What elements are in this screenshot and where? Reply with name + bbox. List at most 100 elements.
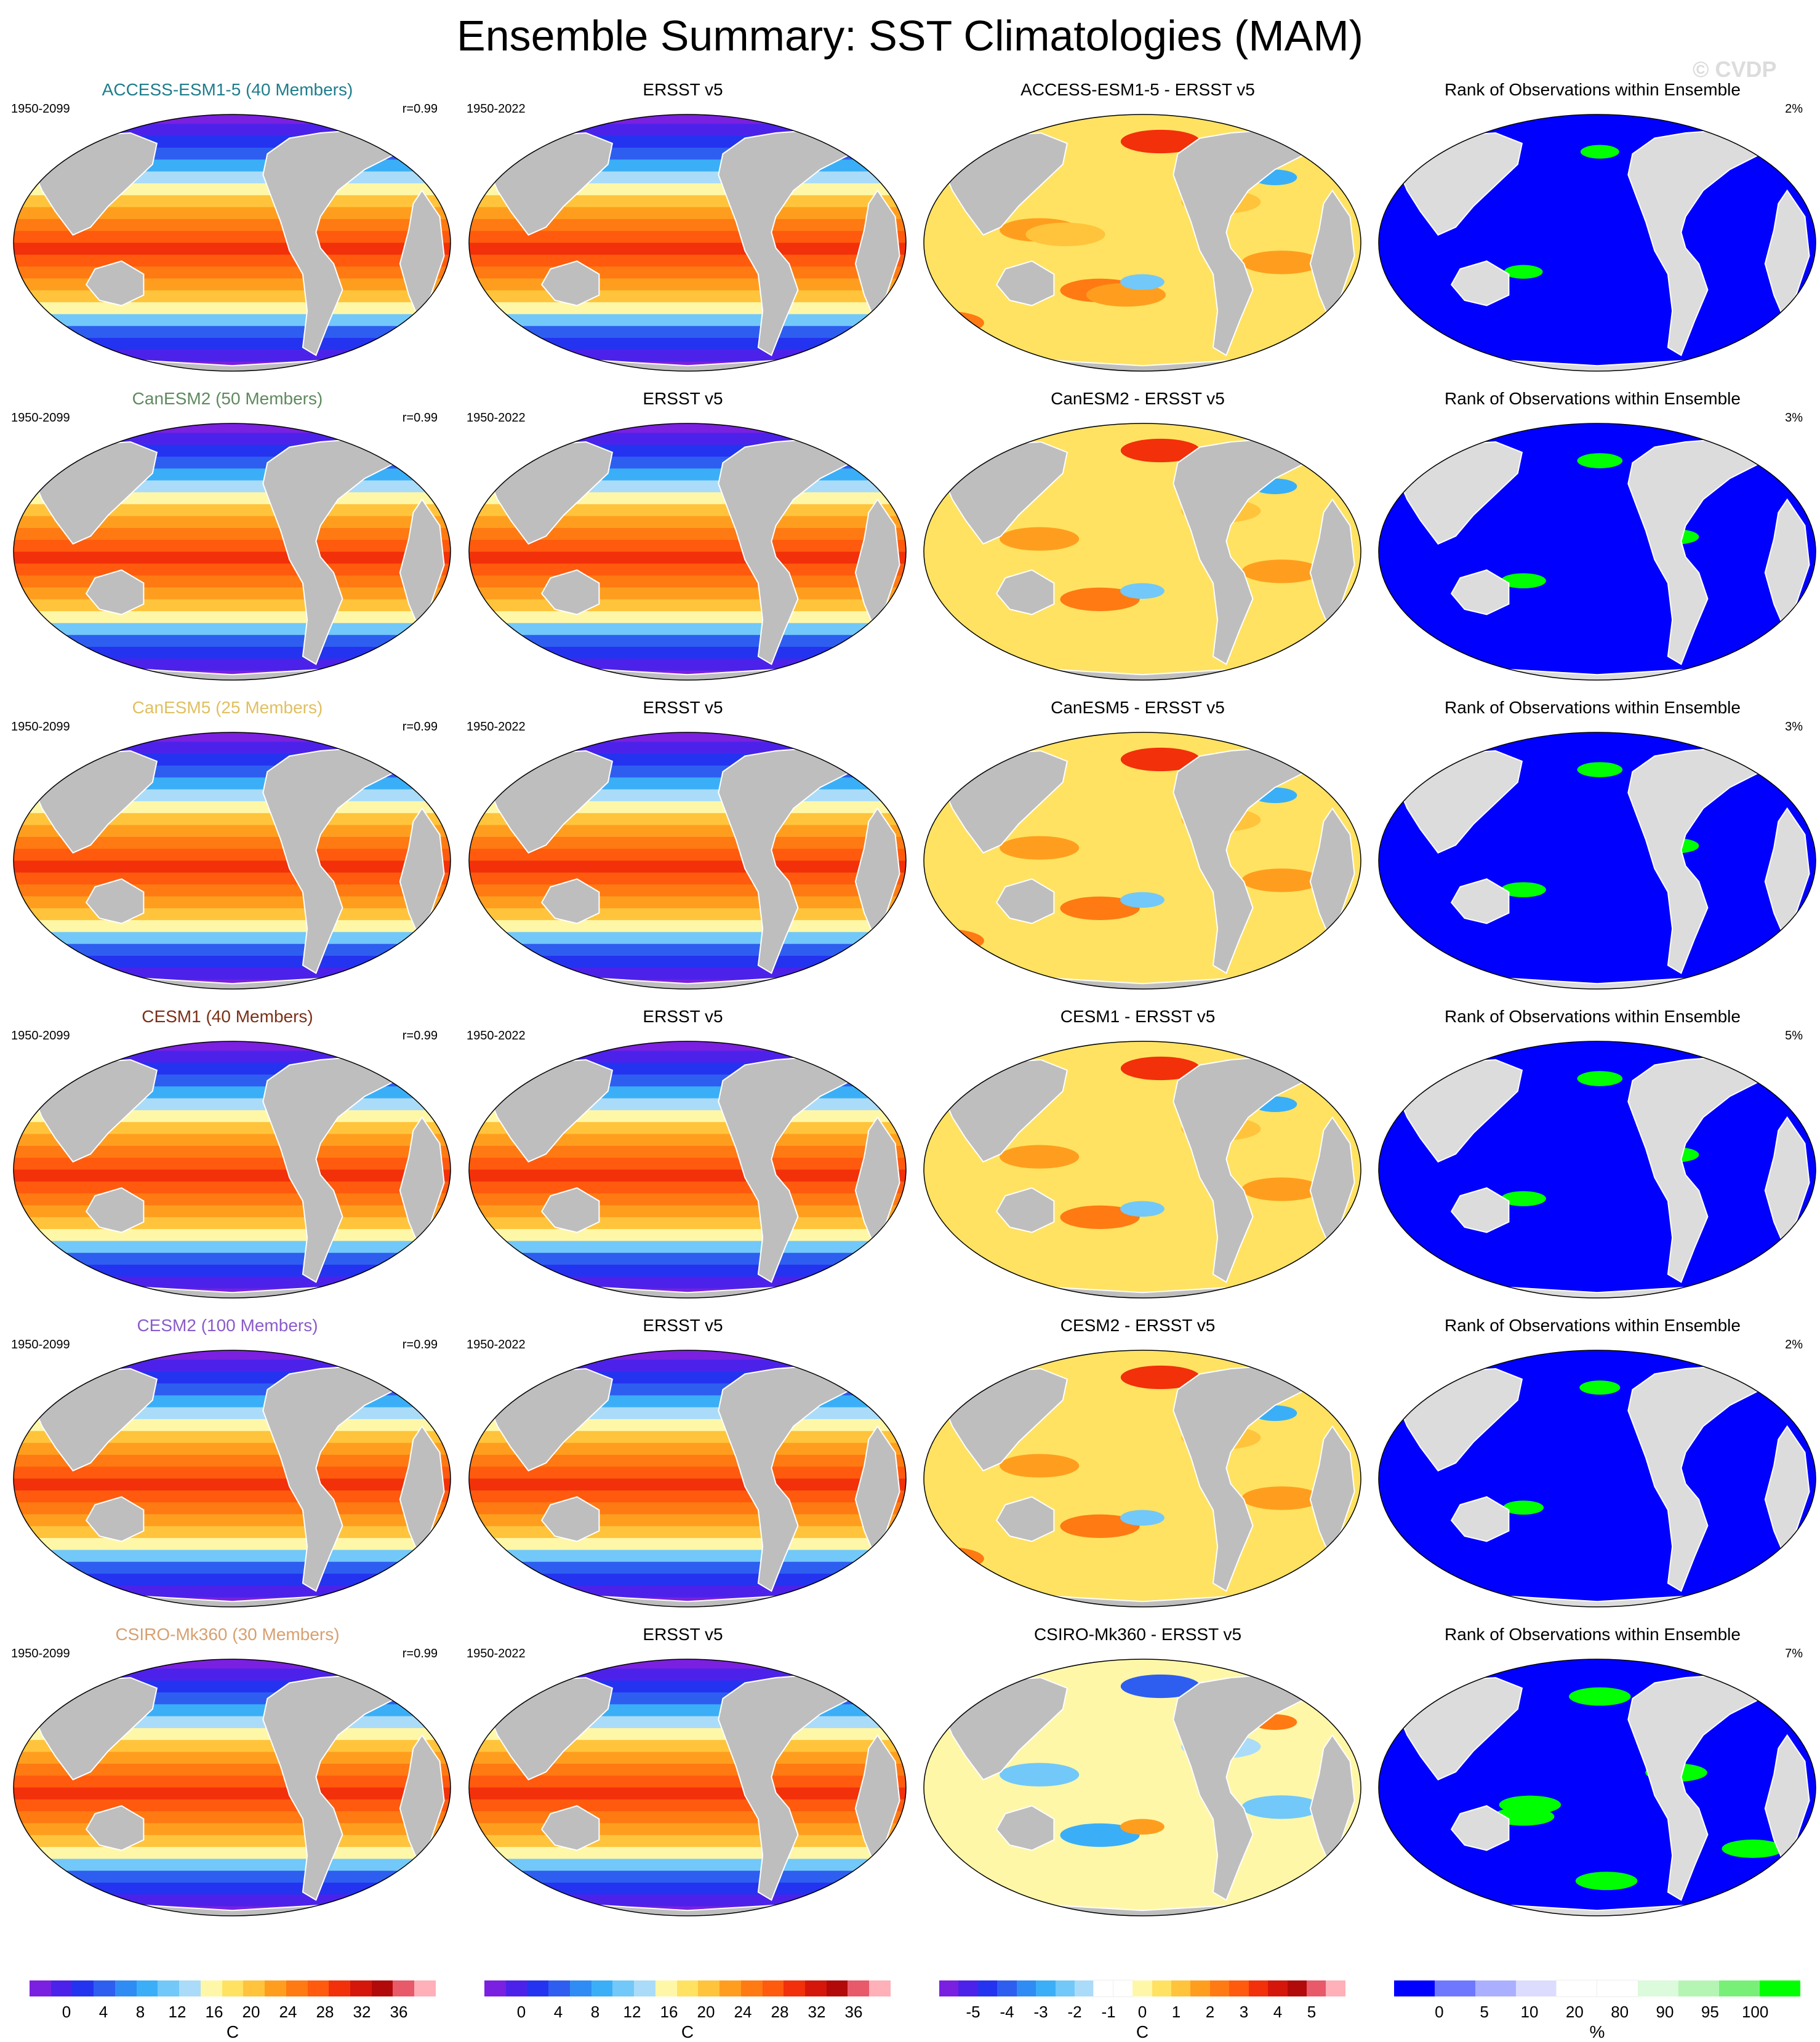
sst-band bbox=[469, 1467, 906, 1479]
diff-anomaly bbox=[1120, 583, 1165, 599]
sst-band bbox=[14, 813, 451, 826]
sst-band bbox=[14, 1252, 451, 1266]
panel-title: Rank of Observations within Ensemble bbox=[1445, 80, 1741, 99]
land-africa bbox=[854, 1734, 900, 1862]
sst-band bbox=[14, 1145, 451, 1159]
colorbar-box bbox=[1307, 1980, 1326, 1996]
rank-green-region bbox=[1499, 1795, 1561, 1814]
colorbar-tick-label: 32 bbox=[353, 2003, 371, 2021]
map-rank bbox=[1378, 423, 1816, 681]
panel-row4-obs: ERSST v5 1950-2022 bbox=[455, 1316, 910, 1625]
sst-band bbox=[469, 207, 906, 220]
colorbar-box bbox=[676, 1980, 699, 1996]
colorbar-tick-label: 5 bbox=[1307, 2003, 1317, 2021]
panel-period: 1950-2022 bbox=[467, 1338, 526, 1351]
pattern-correlation: r=0.99 bbox=[402, 1647, 438, 1660]
diff-anomaly bbox=[1120, 747, 1201, 772]
sst-band bbox=[469, 1169, 906, 1182]
sst-band bbox=[14, 1550, 451, 1563]
sst-band bbox=[469, 813, 906, 826]
panel-title: CanESM5 (25 Members) bbox=[132, 698, 323, 717]
map-outline bbox=[468, 1659, 907, 1916]
rank-green-region bbox=[1504, 265, 1543, 279]
sst-band bbox=[469, 1776, 906, 1788]
panel-period: 1950-2022 bbox=[467, 1029, 526, 1043]
sst-band bbox=[469, 1787, 906, 1800]
land-africa bbox=[1764, 1734, 1810, 1862]
colorbar-2: -5 -4 -3 -2 -1 0 1 2 3 4 5 C bbox=[939, 1980, 1345, 2041]
sst-band bbox=[469, 338, 906, 351]
sst-band bbox=[14, 1454, 451, 1468]
land-americas bbox=[718, 1666, 865, 1901]
colorbar-box bbox=[720, 1980, 741, 1996]
land-africa bbox=[1764, 498, 1810, 627]
colorbar-box bbox=[997, 1980, 1017, 1996]
colorbar-box bbox=[634, 1980, 655, 1996]
panel-title: CESM2 (100 Members) bbox=[137, 1316, 318, 1335]
land-australia bbox=[995, 1805, 1055, 1851]
colorbar-box bbox=[655, 1980, 677, 1996]
sst-band bbox=[469, 943, 906, 957]
colorbar-box bbox=[1556, 1980, 1598, 1997]
map-outline bbox=[13, 732, 451, 990]
colorbar-box bbox=[1074, 1980, 1094, 1996]
land-australia bbox=[540, 1805, 600, 1851]
sst-band bbox=[469, 1883, 906, 1896]
colorbar-tick-label: 90 bbox=[1656, 2003, 1674, 2021]
land-americas bbox=[262, 1357, 410, 1592]
map-obs bbox=[468, 423, 907, 681]
sst-band bbox=[14, 326, 451, 339]
rank-green-region bbox=[1501, 882, 1546, 897]
colorbar-box bbox=[1287, 1980, 1307, 1996]
sst-band bbox=[14, 1787, 451, 1800]
land-americas bbox=[1627, 1666, 1775, 1901]
map-outline bbox=[13, 114, 451, 372]
colorbar-box bbox=[1132, 1980, 1152, 1996]
rank-percent: 5% bbox=[1785, 1029, 1803, 1043]
land-africa bbox=[1309, 1425, 1355, 1553]
sst-band bbox=[469, 647, 906, 660]
land-africa bbox=[399, 807, 445, 935]
rank-percent: 2% bbox=[1785, 1338, 1803, 1351]
sst-band bbox=[469, 551, 906, 564]
map-outline bbox=[1378, 423, 1816, 681]
map-outline bbox=[1378, 1041, 1816, 1299]
diff-anomaly bbox=[1241, 1795, 1321, 1819]
rank-green-region bbox=[1579, 1380, 1621, 1395]
colorbar-box bbox=[848, 1980, 870, 1996]
map-outline bbox=[1378, 1659, 1816, 1916]
colorbar-box bbox=[329, 1980, 351, 1996]
colorbar-tick-label: 80 bbox=[1611, 2003, 1629, 2021]
rank-green-region bbox=[1577, 1071, 1623, 1086]
diff-anomaly bbox=[1120, 438, 1201, 463]
map-outline bbox=[923, 1041, 1361, 1299]
map-rank bbox=[1378, 1041, 1816, 1299]
diff-anomaly bbox=[1241, 1177, 1321, 1201]
colorbar-boxes bbox=[484, 1980, 891, 1996]
sst-band bbox=[14, 932, 451, 945]
colorbar-box bbox=[72, 1980, 94, 1996]
sst-band bbox=[14, 1752, 451, 1764]
pattern-correlation: r=0.99 bbox=[402, 1338, 438, 1351]
sst-band bbox=[14, 1776, 451, 1788]
map-obs bbox=[468, 1659, 907, 1916]
colorbar-box bbox=[265, 1980, 286, 1996]
colorbar-box bbox=[612, 1980, 635, 1996]
sst-band bbox=[14, 1870, 451, 1884]
colorbar-box bbox=[30, 1980, 51, 1996]
map-rank bbox=[1378, 114, 1816, 372]
panel-period: 1950-2022 bbox=[467, 102, 526, 116]
panel-row4-rank: Rank of Observations within Ensemble 2% bbox=[1365, 1316, 1820, 1625]
land-australia bbox=[995, 260, 1055, 306]
colorbar-tick-label: 16 bbox=[205, 2003, 223, 2021]
panel-period: 1950-2099 bbox=[11, 102, 70, 116]
colorbar-unit: C bbox=[1136, 2022, 1149, 2041]
panel-title: CSIRO-Mk360 - ERSST v5 bbox=[1033, 1625, 1242, 1644]
sst-band bbox=[469, 1265, 906, 1278]
land-americas bbox=[262, 739, 410, 974]
sst-band bbox=[469, 504, 906, 517]
colorbar-tick-label: 32 bbox=[808, 2003, 826, 2021]
colorbar-box bbox=[805, 1980, 827, 1996]
land-africa bbox=[1309, 498, 1355, 627]
cvdp-watermark: © CVDP bbox=[1693, 57, 1777, 82]
